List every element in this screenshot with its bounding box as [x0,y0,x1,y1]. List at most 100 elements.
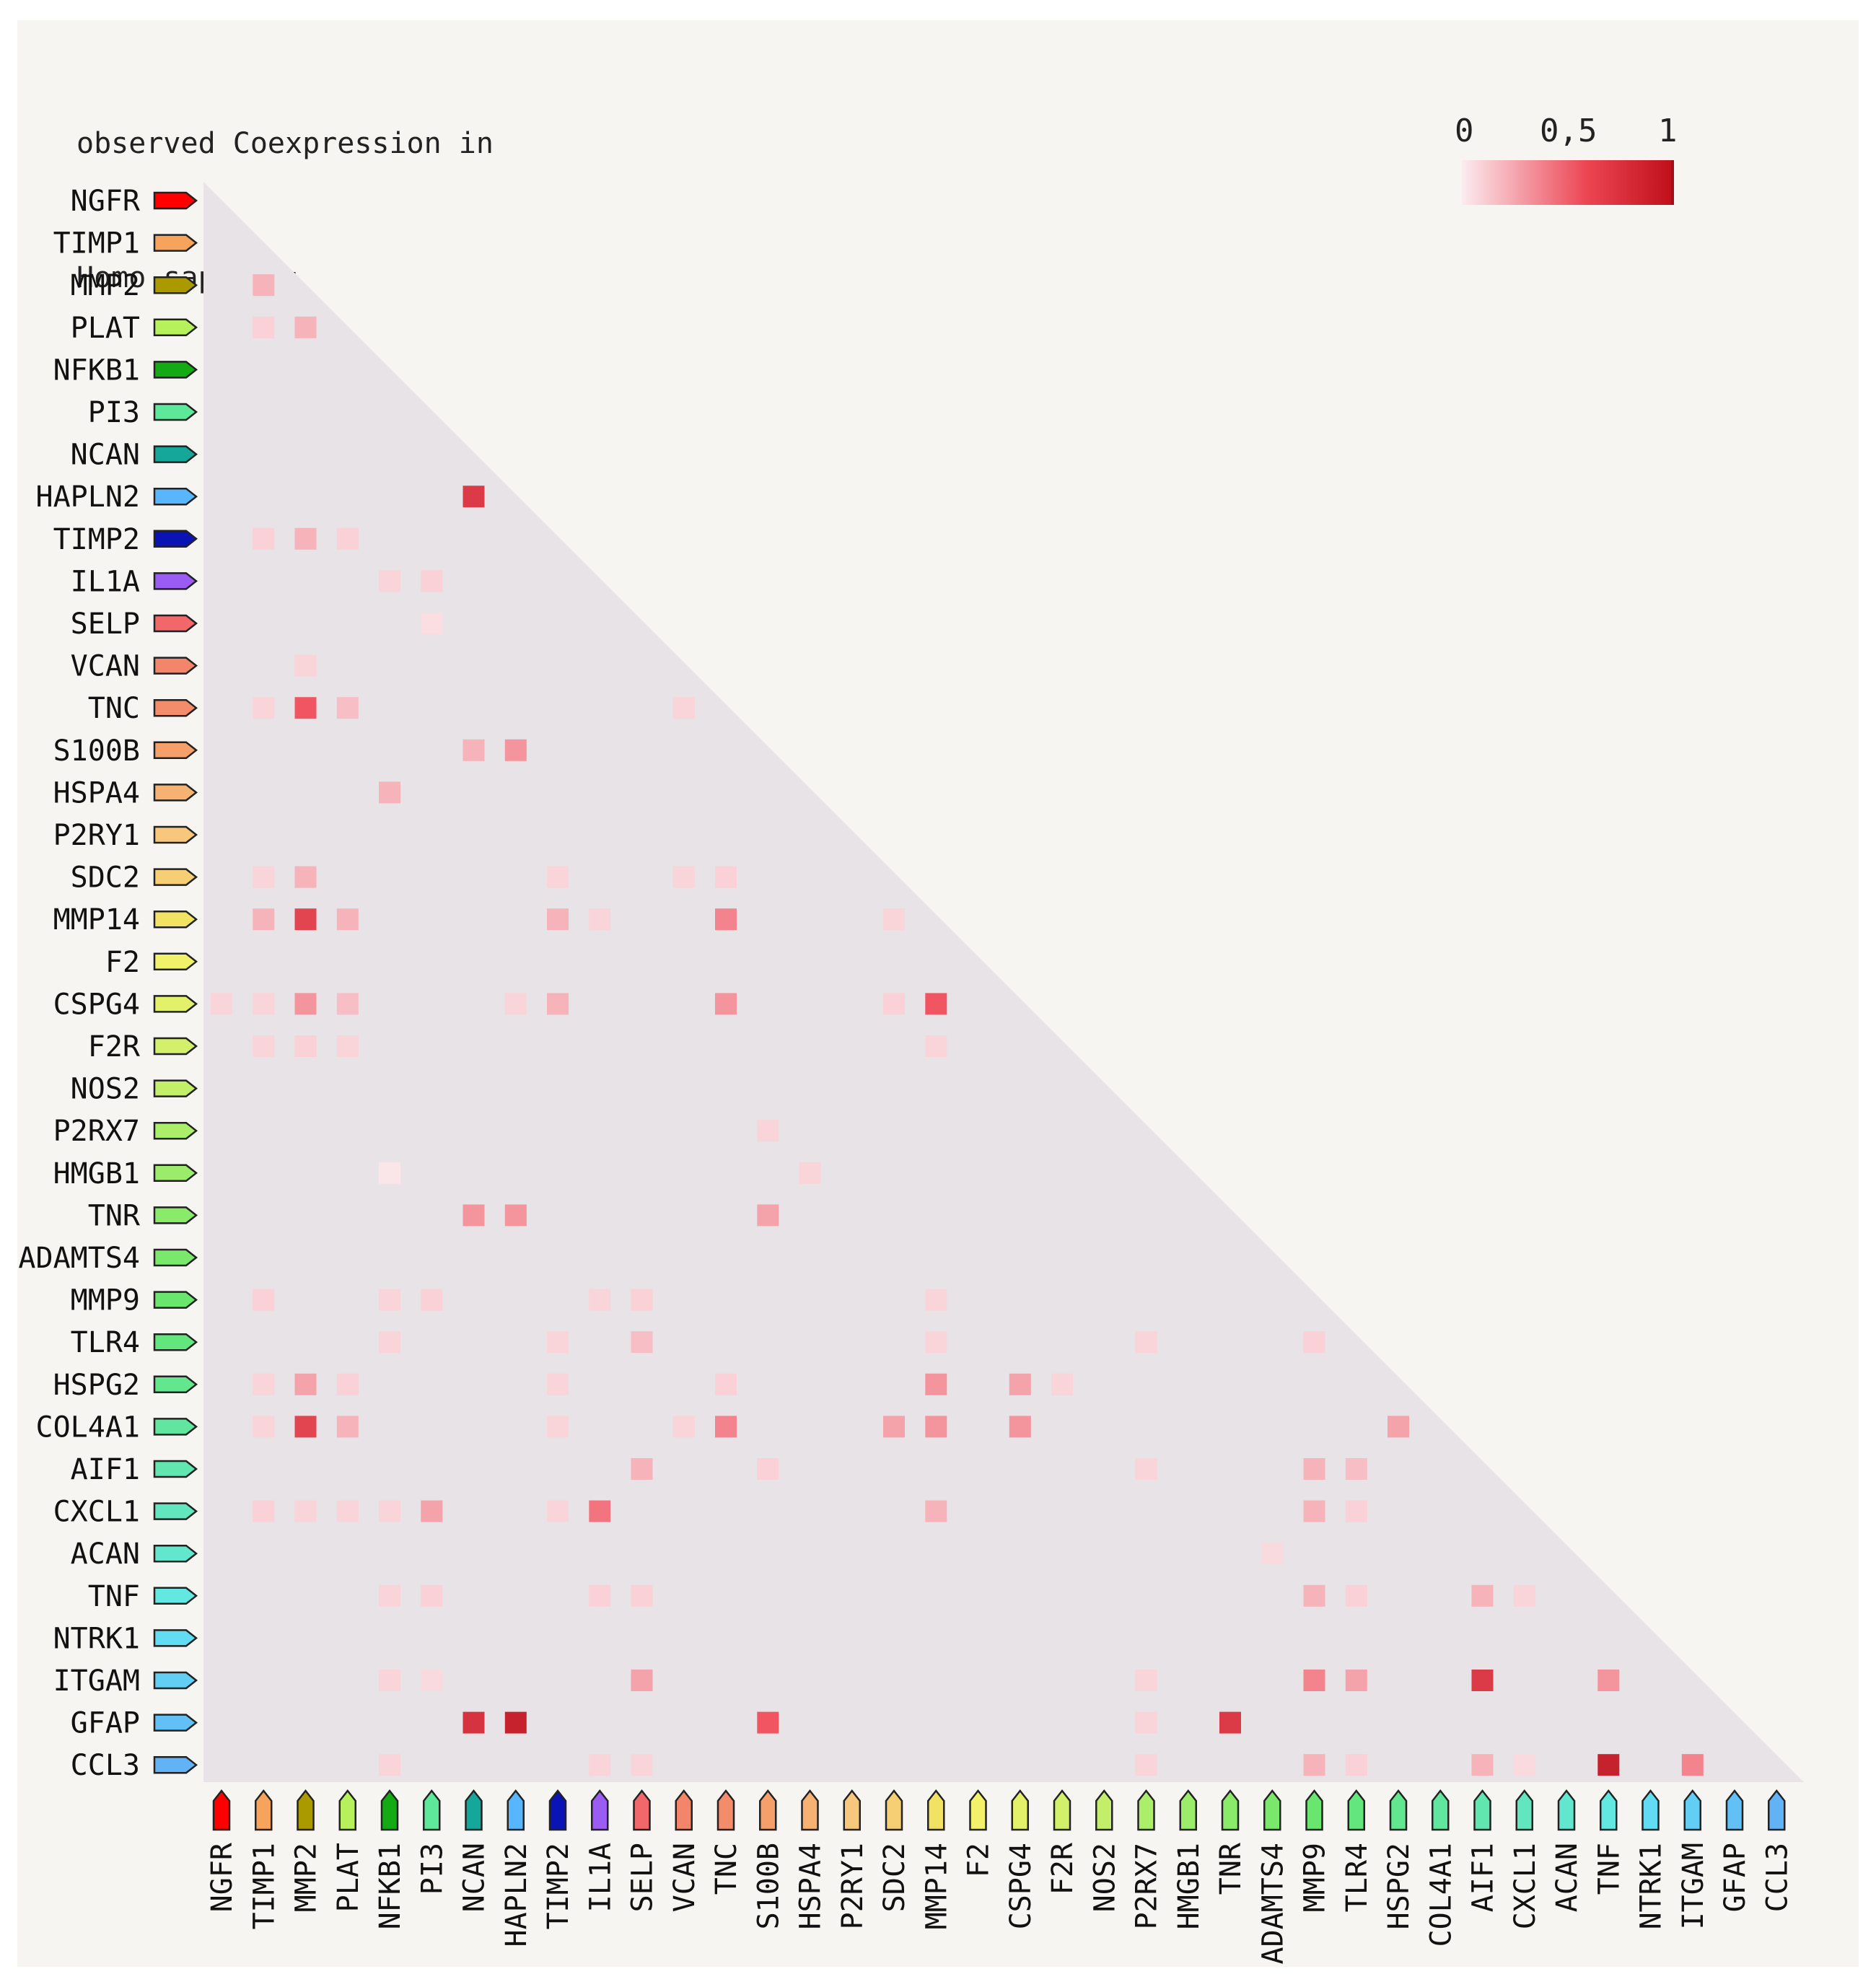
cell-IL1A-PI3 [421,570,443,592]
column-marker-MMP2 [297,1789,315,1831]
row-label-F2R: F2R [88,1030,141,1063]
cell-COL4A1-CSPG4 [1009,1416,1031,1438]
column-marker-NCAN [465,1789,483,1831]
row-label-NGFR: NGFR [71,185,141,218]
cell-ITGAM-AIF1 [1471,1670,1494,1691]
cell-CSPG4-MMP2 [294,993,317,1015]
column-label-HSPA4: HSPA4 [794,1843,828,1929]
cell-CSPG4-TNC [715,993,737,1015]
column-label-MMP9: MMP9 [1299,1843,1332,1912]
cell-GFAP-HAPLN2 [504,1711,527,1734]
cell-ITGAM-P2RX7 [1135,1670,1157,1691]
column-label-NTRK1: NTRK1 [1635,1843,1668,1929]
legend-gradient-bar [1462,160,1674,205]
row-label-IL1A: IL1A [71,565,140,598]
cell-COL4A1-TIMP2 [547,1416,569,1438]
row-marker-ITGAM [153,1671,198,1690]
row-label-AIF1: AIF1 [71,1453,140,1486]
column-marker-NOS2 [1095,1789,1113,1831]
row-label-MMP9: MMP9 [71,1284,140,1317]
row-label-SDC2: SDC2 [71,861,140,895]
cell-MMP9-PI3 [421,1289,443,1311]
column-label-TNR: TNR [1214,1842,1248,1895]
column-marker-ITGAM [1683,1789,1701,1831]
row-marker-CSPG4 [153,995,198,1013]
column-label-NOS2: NOS2 [1088,1843,1121,1912]
cell-F2R-MMP2 [294,1035,317,1057]
row-label-SELP: SELP [71,607,140,641]
cell-TNR-S100B [757,1204,779,1227]
row-marker-TNR [153,1206,198,1224]
row-marker-TNF [153,1587,198,1605]
cell-CXCL1-MMP9 [1303,1500,1325,1522]
row-marker-VCAN [153,657,198,675]
row-label-HSPA4: HSPA4 [53,776,140,810]
cell-MMP14-PLAT [336,908,359,931]
cell-CCL3-NFKB1 [379,1754,400,1776]
cell-MMP14-TIMP2 [547,908,569,931]
cell-CCL3-IL1A [589,1754,611,1776]
row-label-PI3: PI3 [88,396,140,429]
cell-MMP2-TIMP1 [253,274,275,297]
cell-CCL3-CXCL1 [1513,1754,1535,1776]
row-label-NTRK1: NTRK1 [53,1622,140,1655]
row-marker-MMP14 [153,910,198,929]
row-label-TLR4: TLR4 [71,1326,140,1359]
column-marker-SELP [633,1789,651,1831]
cell-AIF1-SELP [631,1458,653,1480]
title-line-1: observed Coexpression in [76,127,494,160]
cell-SDC2-MMP2 [294,866,317,888]
column-marker-TNF [1600,1789,1618,1831]
column-marker-NFKB1 [380,1789,399,1831]
row-marker-ACAN [153,1544,198,1563]
cell-CCL3-P2RX7 [1135,1754,1157,1776]
column-marker-S100B [759,1789,777,1831]
row-marker-IL1A [153,572,198,590]
row-label-ACAN: ACAN [71,1538,140,1571]
column-label-HMGB1: HMGB1 [1172,1843,1206,1929]
cell-CSPG4-PLAT [336,993,359,1015]
row-marker-P2RX7 [153,1121,198,1140]
cell-MMP9-SELP [631,1289,653,1311]
cell-HSPG2-TIMP2 [547,1373,569,1395]
row-label-F2: F2 [105,946,140,979]
column-label-TNC: TNC [710,1843,743,1895]
color-scale-legend: 0 0,5 1 [1419,108,1693,209]
row-label-NOS2: NOS2 [71,1073,140,1106]
row-marker-AIF1 [153,1460,198,1478]
cell-MMP9-MMP14 [925,1289,947,1311]
column-label-P2RY1: P2RY1 [836,1843,869,1929]
cell-CXCL1-MMP2 [294,1500,317,1522]
column-label-CXCL1: CXCL1 [1509,1843,1542,1929]
row-label-VCAN: VCAN [71,650,140,683]
column-label-TIMP1: TIMP1 [247,1843,281,1929]
row-label-P2RX7: P2RX7 [53,1115,140,1148]
row-marker-TIMP2 [153,530,198,548]
cell-COL4A1-TNC [715,1416,737,1438]
column-marker-COL4A1 [1432,1789,1450,1831]
row-label-MMP2: MMP2 [71,269,140,302]
cell-COL4A1-TIMP1 [253,1416,275,1438]
column-label-ACAN: ACAN [1551,1843,1584,1912]
cell-HMGB1-HSPA4 [799,1162,821,1184]
column-label-ADAMTS4: ADAMTS4 [1256,1843,1289,1965]
cell-F2R-PLAT [336,1035,359,1057]
cell-TIMP2-TIMP1 [253,527,275,550]
cell-COL4A1-MMP14 [925,1416,947,1438]
column-label-TNF: TNF [1592,1843,1626,1895]
row-label-P2RY1: P2RY1 [53,819,140,852]
column-marker-CSPG4 [1011,1789,1029,1831]
column-marker-AIF1 [1473,1789,1491,1831]
column-label-COL4A1: COL4A1 [1424,1843,1458,1947]
row-label-GFAP: GFAP [71,1707,140,1740]
row-marker-HSPA4 [153,784,198,802]
row-marker-P2RY1 [153,825,198,844]
cell-TLR4-MMP9 [1303,1331,1325,1354]
row-marker-TIMP1 [153,234,198,252]
cell-CCL3-SELP [631,1754,653,1776]
cell-CXCL1-TIMP2 [547,1500,569,1522]
column-label-ITGAM: ITGAM [1677,1843,1710,1929]
cell-COL4A1-VCAN [672,1416,695,1438]
cell-TLR4-SELP [631,1331,653,1354]
column-marker-GFAP [1725,1789,1744,1831]
